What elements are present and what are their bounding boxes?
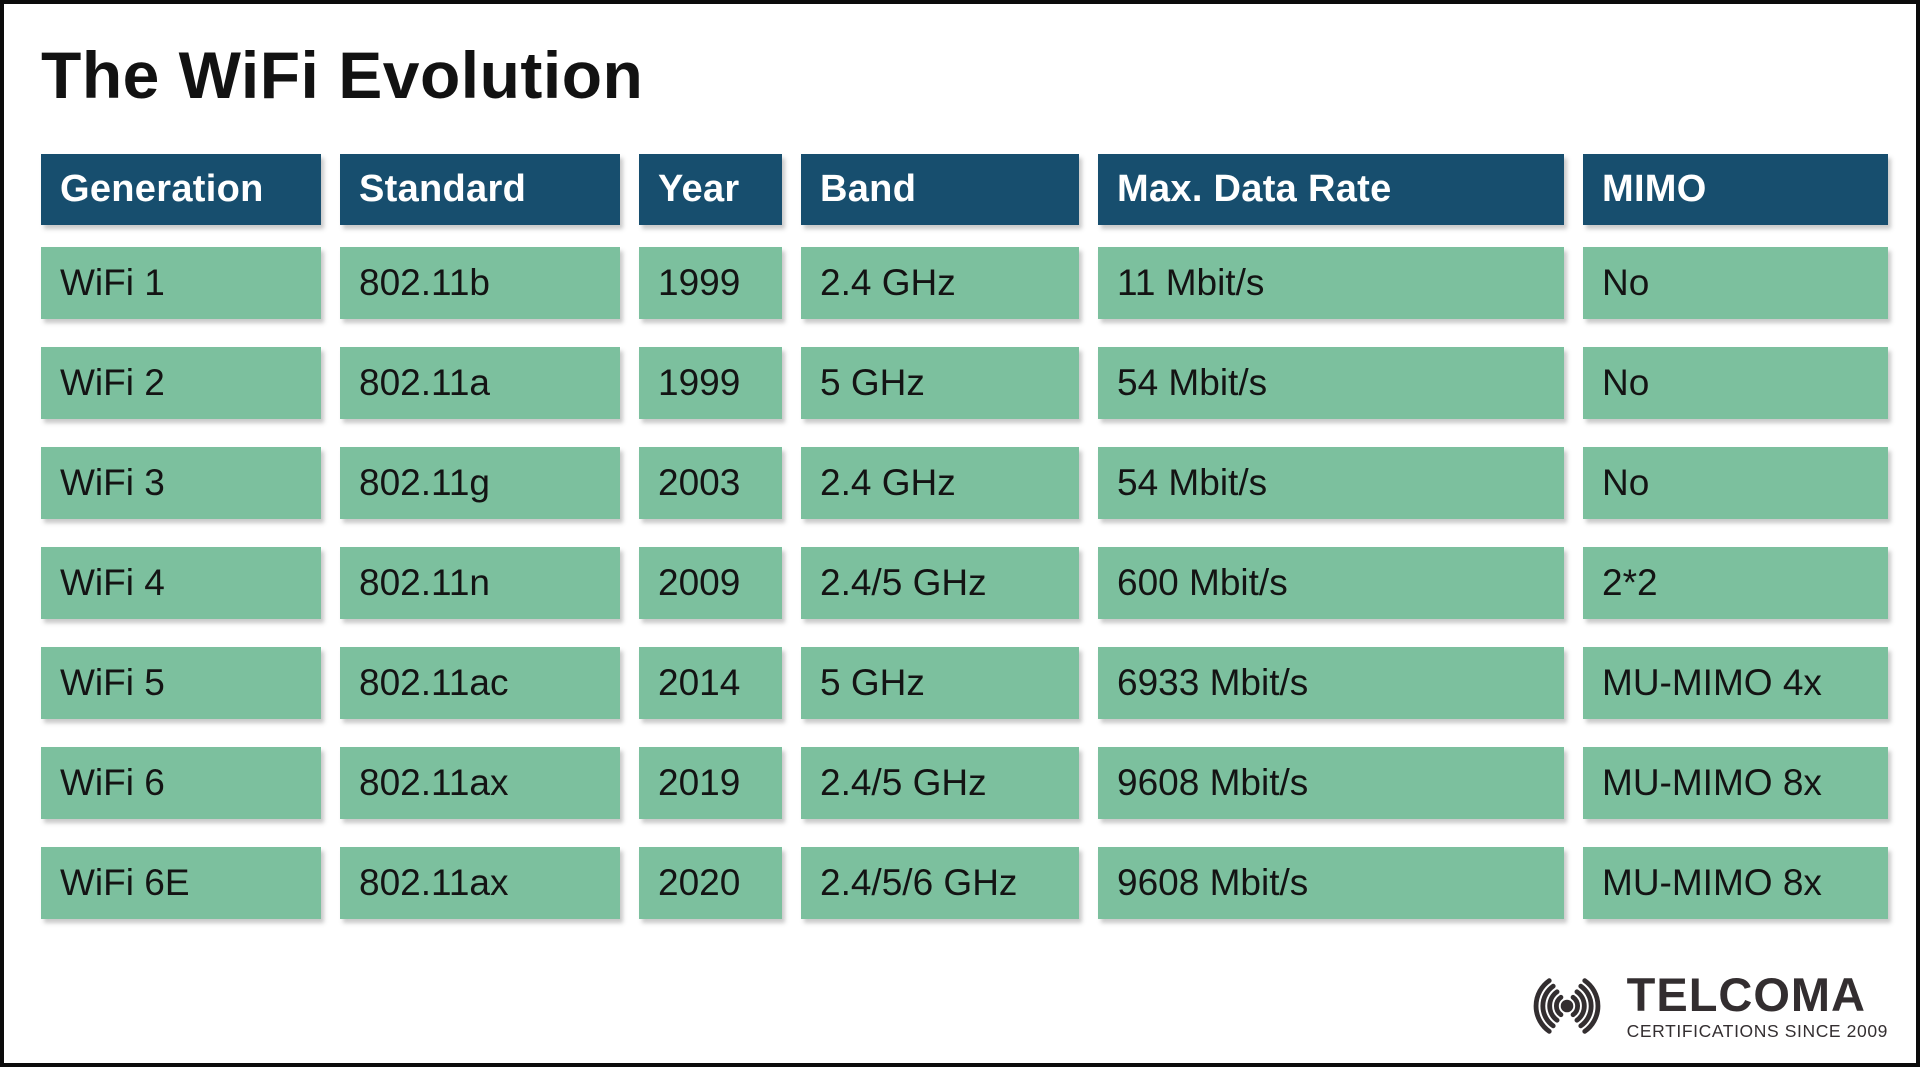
table-row: WiFi 4 802.11n 2009 2.4/5 GHz 600 Mbit/s 2*2 [41,547,1916,620]
column-header-mimo: MIMO [1583,154,1888,226]
cell-max-data-rate: 11 Mbit/s [1098,247,1564,320]
cell-year: 1999 [639,347,782,420]
cell-max-data-rate: 54 Mbit/s [1098,447,1564,520]
cell-year: 1999 [639,247,782,320]
cell-mimo: MU-MIMO 4x [1583,647,1888,720]
cell-standard: 802.11g [340,447,620,520]
cell-max-data-rate: 6933 Mbit/s [1098,647,1564,720]
cell-generation: WiFi 3 [41,447,321,520]
cell-band: 2.4 GHz [801,447,1079,520]
cell-mimo: No [1583,247,1888,320]
table-row: WiFi 2 802.11a 1999 5 GHz 54 Mbit/s No [41,347,1916,420]
cell-generation: WiFi 6 [41,747,321,820]
cell-year: 2003 [639,447,782,520]
cell-standard: 802.11a [340,347,620,420]
cell-generation: WiFi 6E [41,847,321,920]
cell-standard: 802.11ax [340,847,620,920]
wifi-signal-icon [1533,978,1600,1034]
cell-band: 5 GHz [801,647,1079,720]
column-header-max-data-rate: Max. Data Rate [1098,154,1564,226]
cell-generation: WiFi 5 [41,647,321,720]
cell-band: 2.4/5 GHz [801,747,1079,820]
wifi-evolution-table: Generation Standard Year Band Max. Data Rate… [41,154,1916,920]
table-row: WiFi 6E 802.11ax 2020 2.4/5/6 GHz 9608 Mbit/… [41,847,1916,920]
logo-text: TELCOMA CERTIFICATIONS SINCE 2009 [1627,971,1888,1042]
cell-max-data-rate: 9608 Mbit/s [1098,747,1564,820]
cell-year: 2014 [639,647,782,720]
cell-mimo: No [1583,447,1888,520]
cell-max-data-rate: 9608 Mbit/s [1098,847,1564,920]
cell-standard: 802.11ac [340,647,620,720]
table-row: WiFi 3 802.11g 2003 2.4 GHz 54 Mbit/s No [41,447,1916,520]
cell-mimo: MU-MIMO 8x [1583,747,1888,820]
column-header-band: Band [801,154,1079,226]
cell-band: 2.4/5/6 GHz [801,847,1079,920]
column-header-year: Year [639,154,782,226]
table-row: WiFi 5 802.11ac 2014 5 GHz 6933 Mbit/s MU-MIM… [41,647,1916,720]
cell-year: 2019 [639,747,782,820]
column-header-generation: Generation [41,154,321,226]
cell-generation: WiFi 2 [41,347,321,420]
table-row: WiFi 6 802.11ax 2019 2.4/5 GHz 9608 Mbit/s MU… [41,747,1916,820]
cell-band: 5 GHz [801,347,1079,420]
cell-mimo: 2*2 [1583,547,1888,620]
cell-standard: 802.11n [340,547,620,620]
cell-generation: WiFi 4 [41,547,321,620]
cell-mimo: MU-MIMO 8x [1583,847,1888,920]
table-row: WiFi 1 802.11b 1999 2.4 GHz 11 Mbit/s No [41,247,1916,320]
page-title: The WiFi Evolution [41,38,644,112]
cell-max-data-rate: 54 Mbit/s [1098,347,1564,420]
slide-content: The WiFi Evolution Generation Standard Yea… [4,4,1916,920]
cell-band: 2.4 GHz [801,247,1079,320]
logo-wordmark: TELCOMA [1626,967,1867,1021]
cell-band: 2.4/5 GHz [801,547,1079,620]
cell-generation: WiFi 1 [41,247,321,320]
table-header-row: Generation Standard Year Band Max. Data Rate… [41,154,1916,226]
table-body: WiFi 1 802.11b 1999 2.4 GHz 11 Mbit/s No WiFi … [41,247,1916,920]
telcoma-logo: TELCOMA CERTIFICATIONS SINCE 2009 [1509,967,1888,1045]
cell-standard: 802.11ax [340,747,620,820]
cell-max-data-rate: 600 Mbit/s [1098,547,1564,620]
cell-mimo: No [1583,347,1888,420]
cell-standard: 802.11b [340,247,620,320]
column-header-standard: Standard [340,154,620,226]
logo-tagline: CERTIFICATIONS SINCE 2009 [1626,1020,1888,1041]
cell-year: 2020 [639,847,782,920]
cell-year: 2009 [639,547,782,620]
